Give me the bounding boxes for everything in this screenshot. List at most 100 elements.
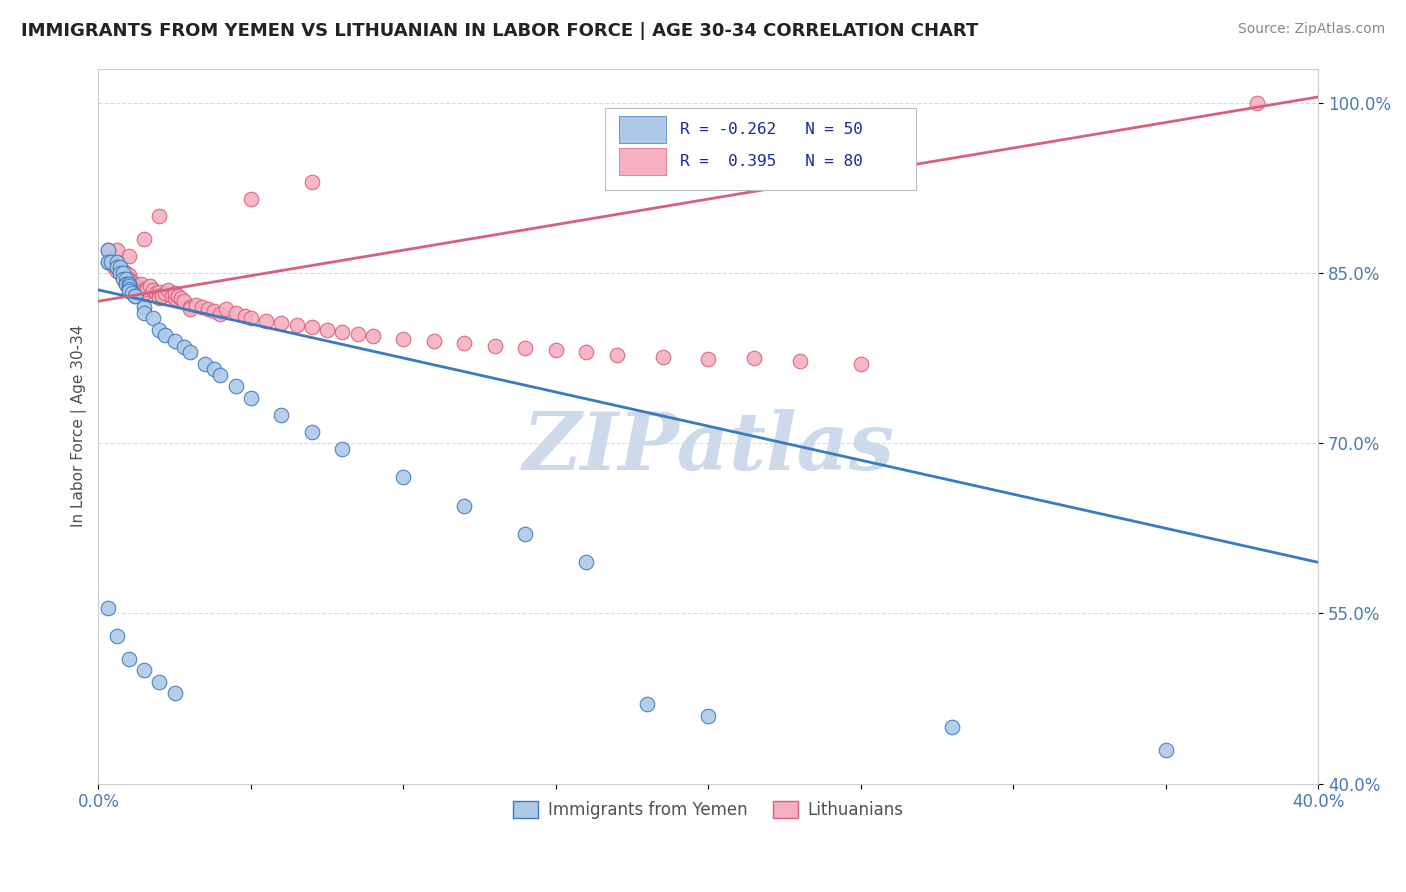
Point (194, 357, 217, 371)
Point (157, 283, 180, 297)
Point (118, 277, 141, 292)
Point (316, 323, 339, 337)
Point (105, 243, 128, 257)
Point (105, 260, 128, 275)
Point (103, 257, 125, 271)
Point (155, 328, 177, 343)
Point (96, 243, 118, 257)
Point (155, 286, 177, 301)
Point (202, 304, 225, 318)
Point (132, 286, 155, 301)
Point (118, 277, 141, 292)
Point (105, 629, 128, 643)
Point (636, 698, 658, 712)
Point (152, 288, 174, 302)
Point (124, 288, 146, 302)
Point (96, 254, 118, 268)
Point (392, 470, 415, 484)
Point (139, 279, 162, 293)
Point (575, 555, 598, 569)
Point (108, 266, 131, 280)
Point (118, 652, 141, 666)
Point (111, 263, 134, 277)
Point (697, 708, 720, 723)
Point (515, 527, 537, 541)
Point (142, 283, 165, 297)
Point (100, 252, 122, 267)
Point (118, 271, 141, 285)
Point (148, 674, 170, 689)
Point (849, 357, 872, 371)
Point (96, 254, 118, 268)
Text: Source: ZipAtlas.com: Source: ZipAtlas.com (1237, 22, 1385, 37)
Point (163, 291, 186, 305)
FancyBboxPatch shape (619, 148, 665, 175)
Point (96, 243, 118, 257)
Point (392, 332, 415, 346)
Point (163, 334, 186, 348)
Point (225, 305, 247, 319)
Point (114, 271, 136, 285)
Point (270, 408, 292, 422)
Point (148, 291, 170, 305)
Point (215, 302, 238, 317)
Point (132, 305, 155, 319)
Point (453, 499, 475, 513)
Point (233, 309, 256, 323)
Point (423, 334, 446, 348)
Point (96, 600, 118, 615)
Legend: Immigrants from Yemen, Lithuanians: Immigrants from Yemen, Lithuanians (506, 794, 910, 825)
Point (301, 320, 323, 334)
Point (148, 285, 170, 300)
Point (239, 311, 262, 326)
Point (105, 259, 128, 273)
Point (166, 288, 188, 302)
Point (453, 336, 475, 351)
Point (114, 266, 136, 280)
Point (160, 288, 183, 302)
Point (114, 270, 136, 285)
Point (148, 288, 170, 302)
Point (1154, 742, 1177, 756)
Point (114, 277, 136, 292)
Point (163, 686, 186, 700)
Point (111, 271, 134, 285)
Point (111, 266, 134, 280)
Point (100, 254, 122, 268)
Point (118, 279, 141, 293)
Point (301, 425, 323, 439)
Point (118, 284, 141, 298)
Point (145, 286, 167, 301)
Point (361, 329, 384, 343)
Point (124, 279, 146, 293)
Text: R = -0.262   N = 50: R = -0.262 N = 50 (681, 122, 863, 136)
Point (132, 300, 155, 314)
Point (148, 323, 170, 337)
Point (136, 282, 159, 296)
Point (108, 266, 131, 280)
Point (301, 175, 323, 189)
Point (132, 232, 155, 246)
Point (118, 274, 141, 288)
Point (132, 663, 155, 677)
FancyBboxPatch shape (619, 116, 665, 143)
Text: R =  0.395   N = 80: R = 0.395 N = 80 (681, 154, 863, 169)
Point (127, 279, 149, 293)
Point (173, 340, 195, 354)
Point (179, 345, 201, 359)
Point (484, 338, 506, 352)
Text: ZIPatlas: ZIPatlas (522, 409, 894, 486)
Point (544, 343, 567, 357)
Point (142, 311, 165, 326)
Point (941, 720, 963, 734)
Point (789, 354, 811, 368)
Point (575, 345, 598, 359)
Y-axis label: In Labor Force | Age 30-34: In Labor Force | Age 30-34 (72, 325, 87, 527)
Point (179, 300, 201, 314)
Point (606, 348, 628, 362)
Point (132, 282, 155, 296)
Point (697, 352, 720, 367)
Point (124, 288, 146, 302)
Point (103, 260, 125, 275)
Point (129, 277, 152, 292)
